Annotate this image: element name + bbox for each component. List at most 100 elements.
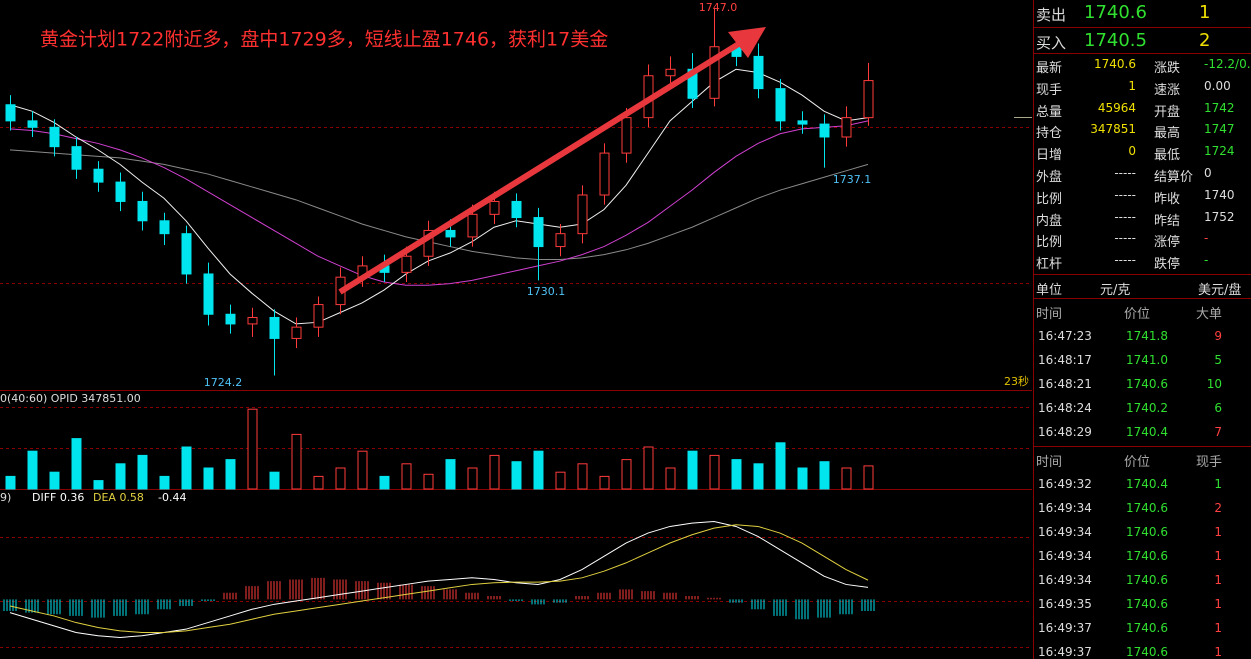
panel-text: 1 [1199, 2, 1211, 23]
panel-text: 16:49:32 [1038, 477, 1092, 491]
candle-body [555, 233, 566, 248]
panel-text: 涨跌 [1154, 61, 1181, 76]
panel-text: 现手 [1196, 455, 1223, 470]
panel-text: 1740.6 [1126, 597, 1168, 611]
candle-body [533, 217, 544, 248]
panel-text: 大单 [1196, 307, 1223, 322]
volume-bar [797, 467, 808, 490]
panel-text: 1 [1214, 549, 1222, 563]
panel-text: -12.2/0.70 [1204, 57, 1251, 71]
dea-label: DEA 0.58 [93, 491, 144, 504]
volume-bar [423, 473, 434, 490]
volume-bar [335, 467, 346, 490]
panel-text: 单位 [1036, 283, 1063, 298]
candle-body [797, 120, 808, 125]
volume-bar [115, 463, 126, 490]
panel-text: 16:49:34 [1038, 549, 1092, 563]
panel-text: 1752 [1204, 209, 1235, 224]
panel-text: 1740 [1204, 187, 1235, 202]
volume-bar [49, 471, 60, 490]
candle-body [269, 316, 280, 339]
panel-text: 现手 [1036, 82, 1063, 98]
panel-text: 1740.6 [1084, 2, 1147, 23]
panel-text: 总量 [1036, 104, 1063, 120]
candle-body [291, 326, 302, 339]
volume-bar [357, 450, 368, 490]
volume-bar [687, 450, 698, 490]
ma-line [9, 68, 869, 325]
panel-text: 持仓 [1036, 126, 1063, 142]
volume-bar [775, 442, 786, 490]
volume-bar [93, 480, 104, 490]
low-label: 1724.2 [204, 376, 243, 389]
candle-body [71, 146, 82, 170]
panel-text: 0 [1128, 144, 1136, 159]
panel-text: 16:48:21 [1038, 377, 1092, 391]
volume-bar [159, 475, 170, 490]
panel-text: 1 [1214, 597, 1222, 611]
panel-text: 6 [1214, 401, 1222, 415]
panel-text: 1747 [1204, 122, 1235, 137]
panel-text: 16:49:34 [1038, 501, 1092, 515]
candle-body [621, 117, 632, 154]
candle-body [27, 120, 38, 128]
macd-label: -0.44 [158, 491, 186, 504]
candle-body [577, 194, 588, 235]
panel-text: 1740.5 [1084, 30, 1147, 51]
panel-text: 价位 [1124, 455, 1151, 470]
panel-text: 1740.6 [1126, 549, 1168, 563]
panel-text: 日增 [1036, 148, 1063, 164]
volume-bar [643, 446, 654, 490]
candle-body [93, 168, 104, 183]
panel-text: 1740.6 [1126, 525, 1168, 539]
candle-body [599, 152, 610, 196]
volume-bar [379, 475, 390, 490]
panel-text: 时间 [1036, 455, 1063, 470]
volume-bar [599, 475, 610, 490]
volume-bar [665, 467, 676, 490]
panel-text: 元/克 [1100, 283, 1131, 298]
panel-text: 0 [1204, 166, 1212, 180]
panel-text: 16:49:34 [1038, 573, 1092, 587]
arrow-head [728, 27, 766, 58]
panel-text: 1 [1128, 78, 1136, 93]
volume-bar [753, 463, 764, 490]
panel-text: 45964 [1097, 100, 1136, 115]
panel-text: 价位 [1124, 307, 1151, 322]
panel-text: 买入 [1036, 34, 1067, 52]
volume-bar [863, 465, 874, 490]
panel-text: 速涨 [1154, 82, 1181, 98]
panel-text: 1 [1214, 525, 1222, 539]
panel-text: 1740.6 [1126, 377, 1168, 391]
panel-text: 昨收 [1154, 191, 1181, 207]
panel-text: ----- [1114, 209, 1136, 224]
candle-body [5, 104, 16, 122]
volume-bar [5, 475, 16, 490]
panel-text: 16:49:37 [1038, 645, 1092, 659]
chart-area: 黄金计划1722附近多，盘中1729多，短线止盈1746，获利17美金 1747… [0, 1, 1032, 648]
panel-text: 347851 [1090, 122, 1136, 137]
volume-bar [27, 450, 38, 490]
divider [1034, 274, 1251, 275]
dea-line [9, 524, 869, 633]
panel-text: 最低 [1154, 148, 1181, 164]
panel-text: 开盘 [1154, 104, 1181, 120]
panel-text: 7 [1214, 425, 1222, 439]
volume-bar [313, 475, 324, 490]
volume-bar [841, 467, 852, 490]
volume-bar [467, 467, 478, 490]
panel-text: 1741.8 [1126, 329, 1168, 343]
panel-text: 1 [1214, 645, 1222, 659]
panel-text: 1740.6 [1126, 645, 1168, 659]
panel-text: 杠杆 [1036, 257, 1063, 273]
timer: 23秒 [1004, 374, 1029, 388]
panel-text: 跌停 [1154, 257, 1181, 273]
panel-text: 昨结 [1154, 213, 1181, 229]
panel-text: 最新 [1036, 61, 1063, 76]
candle-body [489, 200, 500, 215]
panel-text: 结算价 [1154, 170, 1194, 185]
panel-text: ----- [1114, 253, 1136, 268]
candle-body [819, 123, 830, 138]
divider [1034, 446, 1251, 447]
